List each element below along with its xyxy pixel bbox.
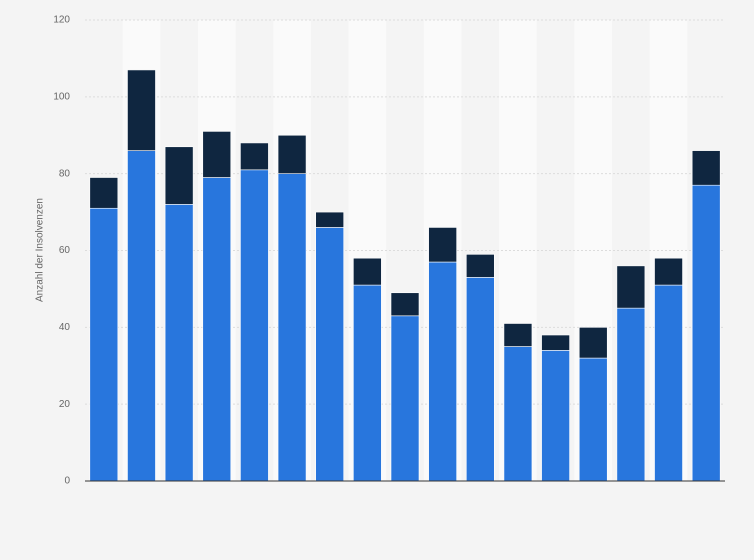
bar-segment [616, 265, 646, 309]
bar-segment [277, 134, 307, 174]
bar-segment [428, 261, 457, 482]
bar-segment [578, 357, 608, 482]
y-tick-label: 0 [64, 476, 70, 487]
bar-segment [315, 227, 345, 482]
bar-segment [465, 277, 495, 482]
bar-segment [240, 142, 269, 171]
bar-segment [353, 284, 382, 482]
bar-segment [315, 211, 345, 228]
y-tick-label: 80 [59, 168, 71, 179]
y-tick-label: 20 [59, 399, 71, 410]
bar-segment [428, 227, 457, 263]
bar-segment [654, 284, 683, 482]
bar-segment [503, 323, 533, 347]
bar-segment [164, 146, 194, 205]
y-axis-label: Anzahl der Insolvenzen [35, 198, 46, 302]
bar-segment [541, 350, 570, 482]
y-tick-label: 60 [59, 245, 71, 256]
bar-segment [654, 257, 683, 286]
bar-segment [616, 307, 646, 482]
bar-segment [89, 177, 119, 209]
bar-segment [353, 257, 382, 286]
bar-segment [202, 131, 232, 178]
bar-segment [465, 254, 495, 278]
bar-segment [578, 327, 608, 359]
bar-segment [691, 150, 721, 186]
bar-segment [202, 177, 232, 482]
bar-segment [127, 69, 156, 151]
bar-segment [503, 346, 533, 482]
bar-segment [541, 334, 570, 351]
bar-segment [277, 173, 307, 482]
bar-segment [240, 169, 269, 482]
y-tick-label: 120 [53, 15, 70, 26]
y-tick-label: 40 [59, 322, 71, 333]
bar-segment [390, 315, 420, 482]
bar-segment [127, 150, 156, 482]
bar-segment [691, 184, 721, 482]
bar-segment [164, 204, 194, 482]
y-tick-label: 100 [53, 91, 70, 102]
bar-segment [390, 292, 420, 317]
bar-segment [89, 207, 119, 482]
